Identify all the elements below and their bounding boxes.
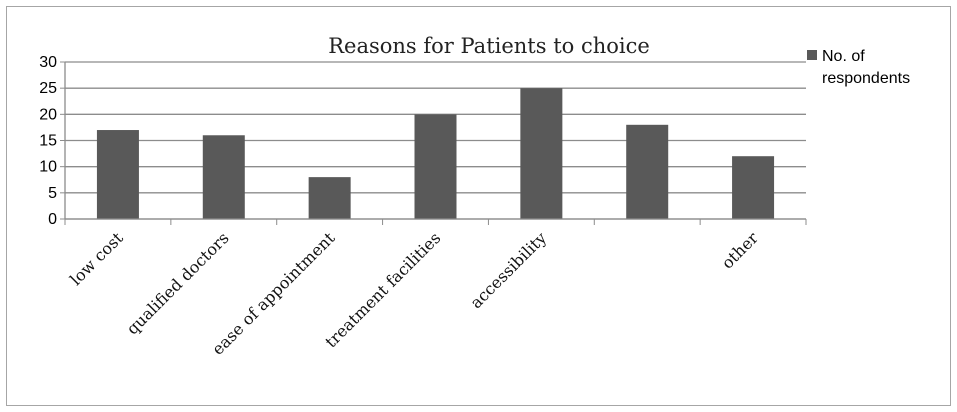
chart-title: Reasons for Patients to choice — [328, 34, 650, 58]
chart-frame — [6, 6, 951, 406]
legend-label-line1: No. of — [822, 48, 865, 65]
y-tick-label: 10 — [39, 159, 57, 176]
bar — [520, 88, 563, 220]
x-tick-label: accessibility — [466, 228, 550, 312]
legend: No. of respondents — [807, 48, 910, 87]
legend-label-line2: respondents — [822, 70, 910, 87]
x-tick-label: treatment facilities — [321, 228, 444, 351]
y-tick-label: 25 — [39, 80, 57, 97]
legend-swatch — [807, 50, 817, 60]
x-tick-label: qualified doctors — [123, 228, 233, 338]
y-tick-label: 15 — [39, 133, 57, 150]
x-tick-label: ease of appointment — [208, 228, 339, 359]
x-tick-label: other — [718, 228, 762, 272]
y-tick-label: 5 — [48, 185, 57, 202]
bar — [308, 177, 351, 219]
bar — [732, 156, 775, 219]
bar — [202, 135, 245, 219]
bar — [414, 114, 457, 219]
y-tick-label: 30 — [39, 54, 57, 71]
bar — [626, 124, 669, 219]
y-tick-label: 20 — [39, 106, 57, 123]
y-axis-ticks: 0 5 10 15 20 25 30 — [39, 54, 66, 228]
x-axis — [64, 218, 807, 225]
bar — [96, 130, 139, 219]
bars — [96, 88, 775, 220]
x-tick-label: low cost — [66, 228, 127, 289]
y-tick-label: 0 — [48, 211, 57, 228]
